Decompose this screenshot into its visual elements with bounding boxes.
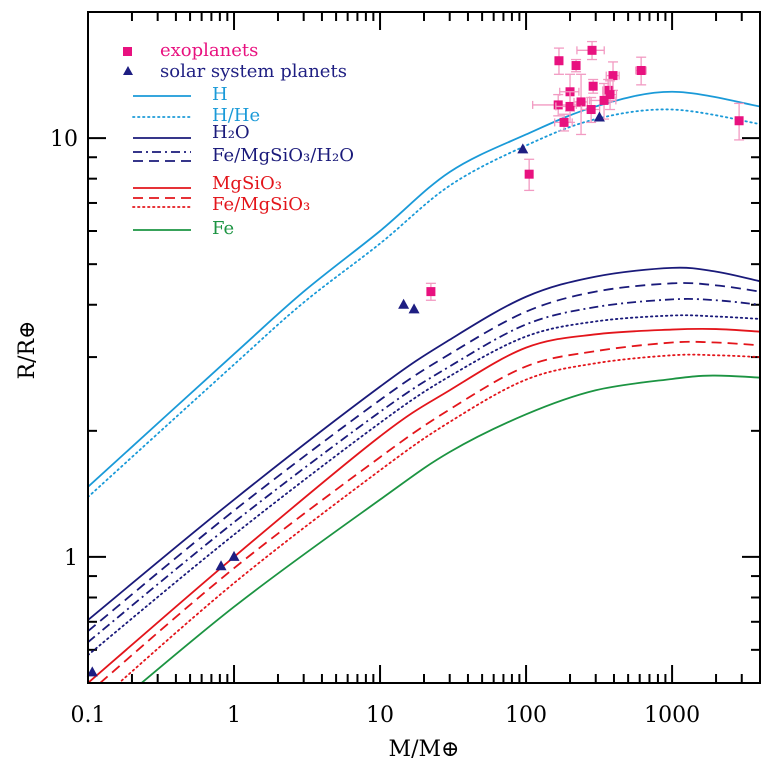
curve-fe-mgsio--dashed xyxy=(98,340,760,683)
curve-fe-mgsio-h-o-dashed xyxy=(88,282,760,632)
y-tick-labels: 1 10 xyxy=(50,127,78,571)
exoplanet-marker xyxy=(553,100,563,110)
exoplanet-marker xyxy=(565,101,575,111)
exoplanet-marker xyxy=(571,61,581,71)
exoplanet-marker xyxy=(599,95,609,105)
y-axis-label: R/R⊕ xyxy=(15,321,40,380)
x-axis-label: M/M⊕ xyxy=(389,737,460,762)
solar-planet-marker xyxy=(517,143,529,154)
curve-fe-solid xyxy=(140,374,760,683)
exoplanet-marker xyxy=(576,97,586,107)
solar-planet-marker xyxy=(215,560,227,571)
plot-frame xyxy=(87,11,761,684)
legend-label-h2o: H₂O xyxy=(212,122,250,143)
exoplanet-marker xyxy=(605,90,615,100)
exoplanet-point xyxy=(573,73,589,136)
exoplanet-marker xyxy=(554,56,564,66)
exoplanet-point xyxy=(425,282,436,301)
exoplanet-marker xyxy=(636,65,646,75)
legend-label-hhe: H/He xyxy=(212,105,260,126)
solar-planet-marker xyxy=(86,666,98,677)
x-tick-label: 10 xyxy=(366,703,394,728)
exoplanet-point xyxy=(555,91,583,124)
exoplanet-marker xyxy=(608,71,618,81)
y-tick-label: 1 xyxy=(64,546,78,571)
curve-h-he-dotted xyxy=(88,108,760,498)
axis-ticks xyxy=(87,11,761,684)
legend: exoplanets solar system planets H H/He H… xyxy=(123,40,354,239)
exoplanet-marker xyxy=(559,117,569,127)
legend-exoplanet-marker xyxy=(123,47,132,56)
exoplanet-point xyxy=(588,78,599,94)
solar-planet-marker xyxy=(408,303,420,314)
exoplanet-point xyxy=(571,58,582,73)
solar-planet-marker xyxy=(593,111,605,122)
data-points xyxy=(86,40,745,677)
legend-label-exoplanets: exoplanets xyxy=(160,40,258,61)
solar-planet-marker xyxy=(398,298,410,309)
x-tick-label: 1000 xyxy=(644,703,700,728)
exoplanet-point xyxy=(576,40,605,61)
exoplanet-marker xyxy=(587,45,597,55)
exoplanet-point xyxy=(524,158,535,192)
x-tick-label: 0.1 xyxy=(71,703,106,728)
exoplanet-point xyxy=(635,56,647,86)
exoplanet-point xyxy=(602,80,618,111)
exoplanet-marker xyxy=(426,287,436,297)
model-curves xyxy=(88,90,760,683)
solar-planet-marker xyxy=(228,550,240,561)
legend-solar-marker xyxy=(123,66,133,75)
exoplanet-marker xyxy=(524,169,534,179)
legend-label-fe: Fe xyxy=(212,218,234,239)
exoplanet-marker xyxy=(734,116,744,126)
legend-label-solar: solar system planets xyxy=(160,61,347,82)
legend-label-mgsio3: MgSiO₃ xyxy=(212,173,282,194)
legend-label-fe-mgsio3: Fe/MgSiO₃ xyxy=(212,194,310,215)
curve-h-o-solid xyxy=(88,266,760,621)
x-tick-label: 100 xyxy=(505,703,547,728)
x-tick-labels: 0.1 1 10 100 1000 xyxy=(71,703,701,728)
curve-h-solid xyxy=(88,90,760,488)
curve-fe-mgsio--dotted xyxy=(117,353,760,683)
curve-unlabeled-dotted xyxy=(88,314,760,656)
exoplanet-point xyxy=(553,47,564,75)
legend-label-fe-mgsio3-h2o: Fe/MgSiO₃/H₂O xyxy=(212,145,354,166)
y-tick-label: 10 xyxy=(50,127,78,152)
x-tick-label: 1 xyxy=(227,703,241,728)
exoplanet-point xyxy=(734,102,745,141)
exoplanet-point xyxy=(554,113,573,132)
legend-label-h: H xyxy=(212,84,228,105)
curve-fe-mgsio-h-o-dashdot xyxy=(88,298,760,643)
exoplanet-marker xyxy=(586,105,596,115)
exoplanet-marker xyxy=(588,81,598,91)
